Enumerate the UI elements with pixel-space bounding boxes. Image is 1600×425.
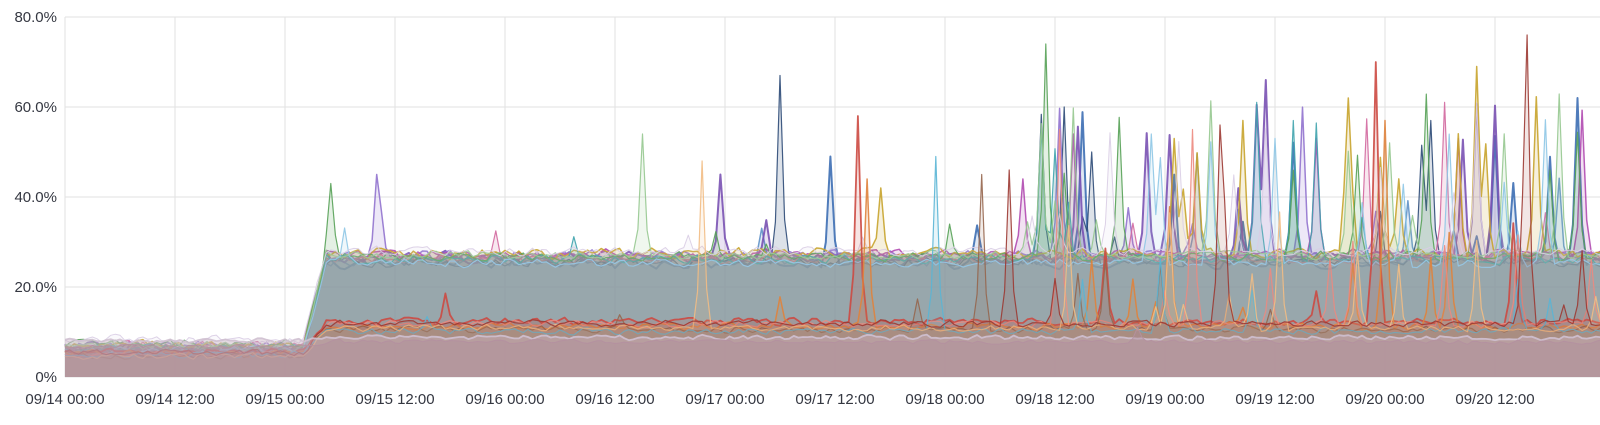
- series-gold-line: [64, 65, 1600, 350]
- series-lavender-area: [65, 334, 1600, 377]
- x-axis-label: 09/17 00:00: [685, 391, 764, 408]
- y-axis-label: 60.0%: [14, 99, 57, 116]
- x-axis-label: 09/20 12:00: [1455, 391, 1534, 408]
- y-axis-label: 20.0%: [14, 279, 57, 296]
- x-axis-label: 09/16 00:00: [465, 391, 544, 408]
- series-darkred-area: [65, 35, 1600, 377]
- y-axis-label: 80.0%: [14, 9, 57, 26]
- x-axis-labels: 09/14 00:00 09/14 12:00 09/15 00:00 09/15 1…: [25, 391, 1534, 408]
- series-mauve-line: [64, 327, 1600, 350]
- x-axis-label: 09/14 12:00: [135, 391, 214, 408]
- x-axis-label: 09/17 12:00: [795, 391, 874, 408]
- series-navy-area: [65, 75, 1600, 377]
- series-darkred-line: [64, 34, 1600, 356]
- series-cyan-line: [64, 155, 1600, 359]
- series-sky-line: [64, 119, 1600, 355]
- series-lightgreen-line: [64, 93, 1600, 352]
- series-salmon-area: [65, 129, 1600, 377]
- x-axis-label: 09/18 00:00: [905, 391, 984, 408]
- x-axis-label: 09/19 00:00: [1125, 391, 1204, 408]
- x-axis-label: 09/15 00:00: [245, 391, 324, 408]
- series-areas: [64, 34, 1600, 377]
- gridlines: [64, 16, 1600, 378]
- x-axis-label: 09/15 12:00: [355, 391, 434, 408]
- series-red-area: [65, 62, 1600, 377]
- series-lavender-line: [64, 333, 1600, 345]
- series-gold-area: [65, 66, 1600, 377]
- y-axis-label: 0%: [35, 369, 57, 386]
- series-lightlav-line: [64, 102, 1600, 344]
- series-orange-area: [65, 120, 1600, 377]
- x-axis-label: 09/19 12:00: [1235, 391, 1314, 408]
- x-axis-label: 09/16 12:00: [575, 391, 654, 408]
- y-axis-labels: 80.0% 60.0% 40.0% 20.0% 0%: [14, 9, 57, 386]
- x-axis-label: 09/18 12:00: [1015, 391, 1094, 408]
- series-mauve-area: [65, 327, 1600, 377]
- series-purple-area: [65, 80, 1600, 377]
- x-axis-label: 09/14 00:00: [25, 391, 104, 408]
- x-axis-label: 09/20 00:00: [1345, 391, 1424, 408]
- series-green-area: [65, 44, 1600, 377]
- y-axis-label: 40.0%: [14, 189, 57, 206]
